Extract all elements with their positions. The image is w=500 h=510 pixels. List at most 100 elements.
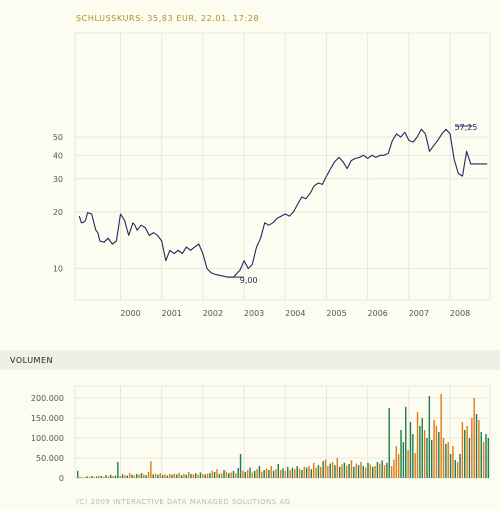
volume-bar (353, 466, 355, 478)
volume-bar (100, 476, 103, 478)
price-series-line (78, 128, 488, 278)
volume-bar (166, 475, 169, 478)
volume-bar (195, 473, 197, 478)
volume-bar (397, 454, 400, 478)
volume-bar (277, 464, 280, 478)
volume-chart: 0 50.000 100.000 150.000 200.000 (31, 385, 491, 483)
volume-bar (270, 466, 272, 478)
volume-bar (485, 434, 487, 478)
volume-bar (379, 463, 381, 478)
price-y-tick-label: 10 (53, 265, 63, 274)
volume-bar (464, 430, 466, 478)
volume-bar (256, 469, 258, 478)
volume-bar (145, 475, 147, 478)
volume-bar (178, 472, 180, 478)
volume-bar (305, 467, 308, 478)
volume-bar (143, 474, 145, 478)
volume-bar (192, 474, 195, 478)
volume-bar (334, 465, 336, 478)
volume-bar (147, 472, 150, 478)
volume-bar (150, 461, 152, 478)
volume-bar (102, 476, 105, 478)
volume-bar (121, 474, 124, 478)
price-extreme-label: 57,25 (454, 123, 477, 132)
volume-bar (180, 475, 183, 478)
volume-bar (140, 473, 143, 478)
volume-bar (364, 467, 367, 478)
volume-bar (91, 476, 93, 478)
volume-bar (362, 466, 364, 478)
volume-bar (79, 476, 81, 478)
volume-bar (440, 394, 442, 478)
volume-bar (348, 464, 350, 478)
volume-bar (355, 463, 357, 478)
volume-bar (454, 460, 457, 478)
volume-bar (105, 475, 107, 478)
price-x-tick-label: 2007 (409, 309, 429, 318)
volume-bar (310, 469, 313, 478)
volume-bar (228, 473, 230, 478)
price-x-tick-label: 2000 (120, 309, 140, 318)
volume-bar (287, 466, 289, 478)
volume-bar (176, 474, 178, 478)
volume-bar (372, 466, 374, 478)
volume-bar (320, 466, 322, 478)
volume-bar (482, 442, 485, 478)
volume-bar (409, 422, 412, 478)
volume-bar (88, 476, 91, 478)
volume-bar (154, 473, 157, 478)
volume-bar (171, 474, 173, 478)
volume-bar (95, 476, 98, 478)
price-extreme-label: 9,00 (240, 276, 258, 285)
price-y-tick-label: 30 (53, 175, 63, 184)
volume-bar (216, 469, 218, 478)
volume-bar (445, 444, 447, 478)
volume-bar (128, 473, 131, 478)
volume-bar (232, 470, 235, 478)
volume-bar (206, 473, 209, 478)
volume-bar (204, 474, 206, 478)
volume-bar (187, 472, 190, 478)
volume-bar (81, 477, 84, 478)
volume-bar (254, 470, 256, 478)
price-plot-frame (74, 32, 491, 301)
volume-bar (395, 446, 398, 478)
volume-bar (211, 470, 213, 478)
volume-bar (275, 469, 277, 478)
volume-bar (459, 454, 461, 478)
volume-bar (438, 432, 440, 478)
volume-bar (131, 474, 133, 478)
copyright-footer: (C) 2009 INTERACTIVE DATA MANAGED SOLUTI… (76, 498, 291, 506)
volume-bar (341, 464, 343, 478)
volume-bar (466, 426, 468, 478)
volume-bar (419, 426, 421, 478)
volume-bar (138, 474, 140, 478)
volume-bar (251, 472, 254, 478)
volume-bar (119, 476, 121, 478)
volume-bar (393, 459, 395, 478)
volume-bar (237, 468, 239, 478)
volume-bar (426, 438, 428, 478)
volume-bar (291, 467, 294, 478)
volume-bar (336, 458, 339, 478)
volume-bar (261, 471, 263, 478)
price-x-tick-label: 2002 (203, 309, 223, 318)
volume-bar (213, 472, 216, 478)
volume-bar (235, 473, 237, 478)
volume-bar (202, 474, 204, 478)
volume-bar (374, 466, 376, 478)
volume-bar (442, 438, 445, 478)
volume-bar (331, 462, 334, 478)
volume-bar (315, 467, 317, 478)
volume-bar (423, 430, 426, 478)
volume-bar (272, 470, 275, 478)
volume-bar (449, 454, 452, 478)
volume-bar (367, 462, 369, 478)
volume-bar (360, 462, 362, 478)
volume-bar (487, 438, 490, 478)
volume-bar (164, 474, 166, 478)
volume-bar (244, 472, 246, 478)
volume-bar (480, 432, 482, 478)
volume-bar (416, 412, 419, 478)
volume-bar (388, 408, 390, 478)
